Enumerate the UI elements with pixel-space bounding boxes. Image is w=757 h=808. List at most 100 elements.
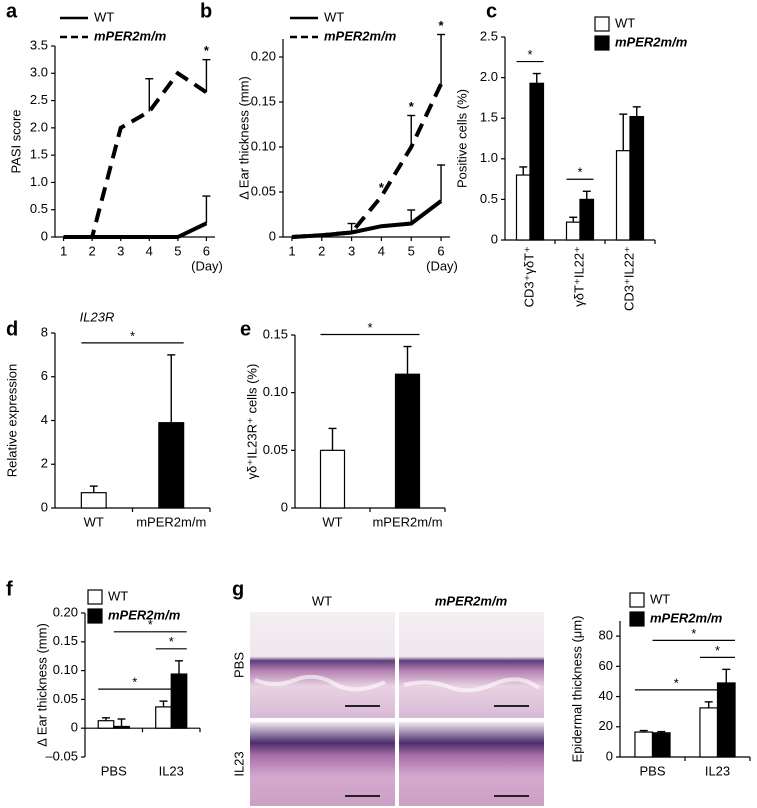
comparison-label: * — [367, 320, 372, 335]
bar — [170, 673, 188, 729]
x-tick-label: 4 — [378, 243, 385, 258]
panel-letter: d — [6, 318, 18, 340]
x-tick-label: γδT⁺IL22⁺ — [571, 246, 586, 307]
y-tick-label: 0.10 — [263, 384, 288, 399]
y-tick-label: 0 — [41, 499, 48, 514]
x-axis-label: (Day) — [426, 258, 458, 273]
x-tick-label: WT — [84, 514, 104, 529]
micrograph — [399, 612, 544, 718]
chart-subtitle: IL23R — [80, 309, 115, 324]
y-tick-label: 8 — [41, 324, 48, 339]
x-tick-label: 6 — [203, 243, 210, 258]
x-tick-label: 2 — [318, 243, 325, 258]
bar — [634, 731, 654, 758]
annotation: * — [439, 18, 445, 33]
panel-letter: e — [240, 318, 251, 340]
y-tick-label: 1.5 — [480, 110, 498, 125]
y-tick-label: 0 — [71, 720, 78, 735]
bar — [113, 725, 130, 729]
legend-swatch — [629, 592, 645, 608]
comparison-label: * — [691, 626, 696, 641]
y-tick-label: 1.0 — [480, 150, 498, 165]
y-tick-label: 0.20 — [53, 604, 78, 619]
x-tick-label: 3 — [348, 243, 355, 258]
legend-label: WT — [94, 9, 114, 24]
y-tick-label: –0.05 — [45, 748, 78, 763]
y-tick-label: 0.05 — [251, 183, 276, 198]
comparison-label: * — [715, 643, 720, 658]
x-tick-label: CD3⁺IL22⁺ — [621, 246, 636, 311]
legend-label: WT — [108, 588, 128, 603]
bar — [158, 422, 185, 509]
annotation: * — [204, 43, 210, 58]
bar — [80, 492, 107, 509]
y-tick-label: 2.0 — [480, 69, 498, 84]
y-tick-label: 3.0 — [30, 65, 48, 80]
comparison-label: * — [130, 328, 135, 343]
comparison-label: * — [148, 617, 153, 632]
bar — [699, 707, 719, 758]
x-tick-label: 2 — [89, 243, 96, 258]
y-tick-label: 0.10 — [251, 138, 276, 153]
series-line — [63, 221, 208, 239]
y-axis-label: γδ⁺IL23R⁺ cells (%) — [244, 364, 259, 480]
comparison-label: * — [169, 634, 174, 649]
legend-swatch — [629, 611, 645, 627]
panel-letter: a — [6, 0, 18, 22]
y-tick-label: 2.5 — [30, 92, 48, 107]
bar — [155, 706, 172, 729]
image-column-label: WT — [312, 593, 332, 608]
x-tick-label: CD3⁺γδT⁺ — [521, 246, 536, 307]
y-axis-label: Δ Ear thickness (mm) — [236, 76, 251, 200]
bar — [529, 82, 545, 241]
y-tick-label: 0 — [606, 748, 613, 763]
comparison-label: * — [674, 675, 679, 690]
image-row-label: PBS — [231, 652, 246, 678]
y-tick-label: 2.0 — [30, 119, 48, 134]
y-tick-label: 80 — [599, 628, 613, 643]
comparison-label: * — [132, 675, 137, 690]
y-tick-label: 0.10 — [53, 662, 78, 677]
y-tick-label: 0 — [491, 231, 498, 246]
legend-label: mPER2m/m — [650, 610, 723, 625]
x-tick-label: WT — [322, 514, 342, 529]
x-tick-label: 1 — [60, 243, 67, 258]
y-tick-label: 20 — [599, 718, 613, 733]
y-tick-label: 1.5 — [30, 147, 48, 162]
image-column-label: mPER2m/m — [435, 593, 508, 608]
bar — [565, 221, 581, 241]
micrographs: WT mPER2m/m PBS IL23 — [231, 593, 544, 806]
y-tick-label: 0.20 — [251, 48, 276, 63]
micrograph — [250, 722, 395, 806]
x-tick-label: mPER2m/m — [136, 514, 206, 529]
y-tick-label: 1.0 — [30, 174, 48, 189]
y-tick-label: 0 — [269, 228, 276, 243]
y-axis-label: Positive cells (%) — [454, 89, 469, 188]
image-row-label: IL23 — [231, 751, 246, 776]
y-tick-label: 0.15 — [263, 326, 288, 341]
y-tick-label: 0.05 — [263, 442, 288, 457]
x-tick-label: PBS — [639, 763, 665, 778]
panel-letter: c — [486, 0, 497, 22]
y-tick-label: 4 — [41, 412, 48, 427]
legend-label: mPER2m/m — [94, 28, 167, 43]
series-line — [291, 83, 443, 239]
y-tick-label: 3.5 — [30, 37, 48, 52]
micrograph — [250, 612, 395, 718]
y-tick-label: 40 — [599, 688, 613, 703]
x-tick-label: 4 — [146, 243, 153, 258]
legend-label: mPER2m/m — [324, 28, 397, 43]
y-tick-label: 0.5 — [30, 201, 48, 216]
y-axis-label: PASI score — [8, 109, 23, 173]
bar — [716, 682, 736, 758]
panel-letter: f — [6, 578, 13, 600]
x-tick-label: 1 — [288, 243, 295, 258]
bar — [97, 720, 115, 729]
x-tick-label: 3 — [117, 243, 124, 258]
y-tick-label: 2.5 — [480, 28, 498, 43]
bar — [515, 174, 531, 241]
legend-swatch — [594, 35, 610, 51]
x-axis-label: (Day) — [191, 258, 223, 273]
y-tick-label: 0 — [281, 499, 288, 514]
